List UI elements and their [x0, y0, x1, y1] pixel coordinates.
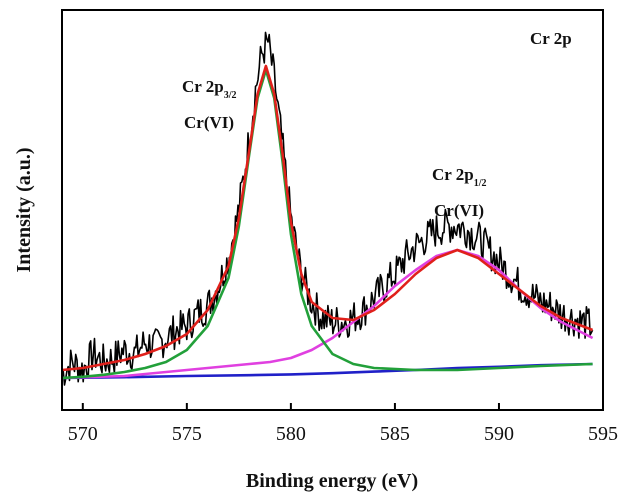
x-tick-label-590: 590 [484, 423, 514, 445]
x-axis-ticks: 570 575 580 585 590 595 [68, 403, 618, 445]
x-tick-label-575: 575 [172, 423, 202, 445]
plot-frame [61, 9, 604, 411]
x-axis-title: Binding energy (eV) [246, 470, 418, 492]
annotation-peak-3-2: Cr 2p3/2 Cr(VI) [182, 77, 237, 132]
annotation-peak-1-2-main: Cr 2p [432, 165, 474, 184]
x-tick-label-585: 585 [380, 423, 410, 445]
annotation-peak-1-2-species: Cr(VI) [434, 201, 484, 220]
annotation-peak-3-2-species: Cr(VI) [184, 113, 234, 132]
series-raw-line [61, 31, 594, 386]
annotation-peak-3-2-sub: 3/2 [224, 90, 237, 101]
svg-text:Cr 2p3/2: Cr 2p3/2 [182, 77, 237, 101]
annotation-peak-1-2: Cr 2p1/2 Cr(VI) [432, 165, 487, 220]
plot-lines [61, 31, 594, 386]
x-tick-label-570: 570 [68, 423, 98, 445]
x-tick-label-595: 595 [588, 423, 618, 445]
panel-label: Cr 2p [530, 29, 572, 48]
annotation-peak-1-2-sub: 1/2 [474, 178, 487, 189]
x-tick-label-580: 580 [276, 423, 306, 445]
series-cr-2p3-2-component-line [61, 68, 593, 380]
svg-text:Cr 2p1/2: Cr 2p1/2 [432, 165, 487, 189]
series-envelope-line [61, 64, 594, 372]
y-axis-title: Intensity (a.u.) [13, 147, 35, 272]
annotation-peak-3-2-main: Cr 2p [182, 77, 224, 96]
